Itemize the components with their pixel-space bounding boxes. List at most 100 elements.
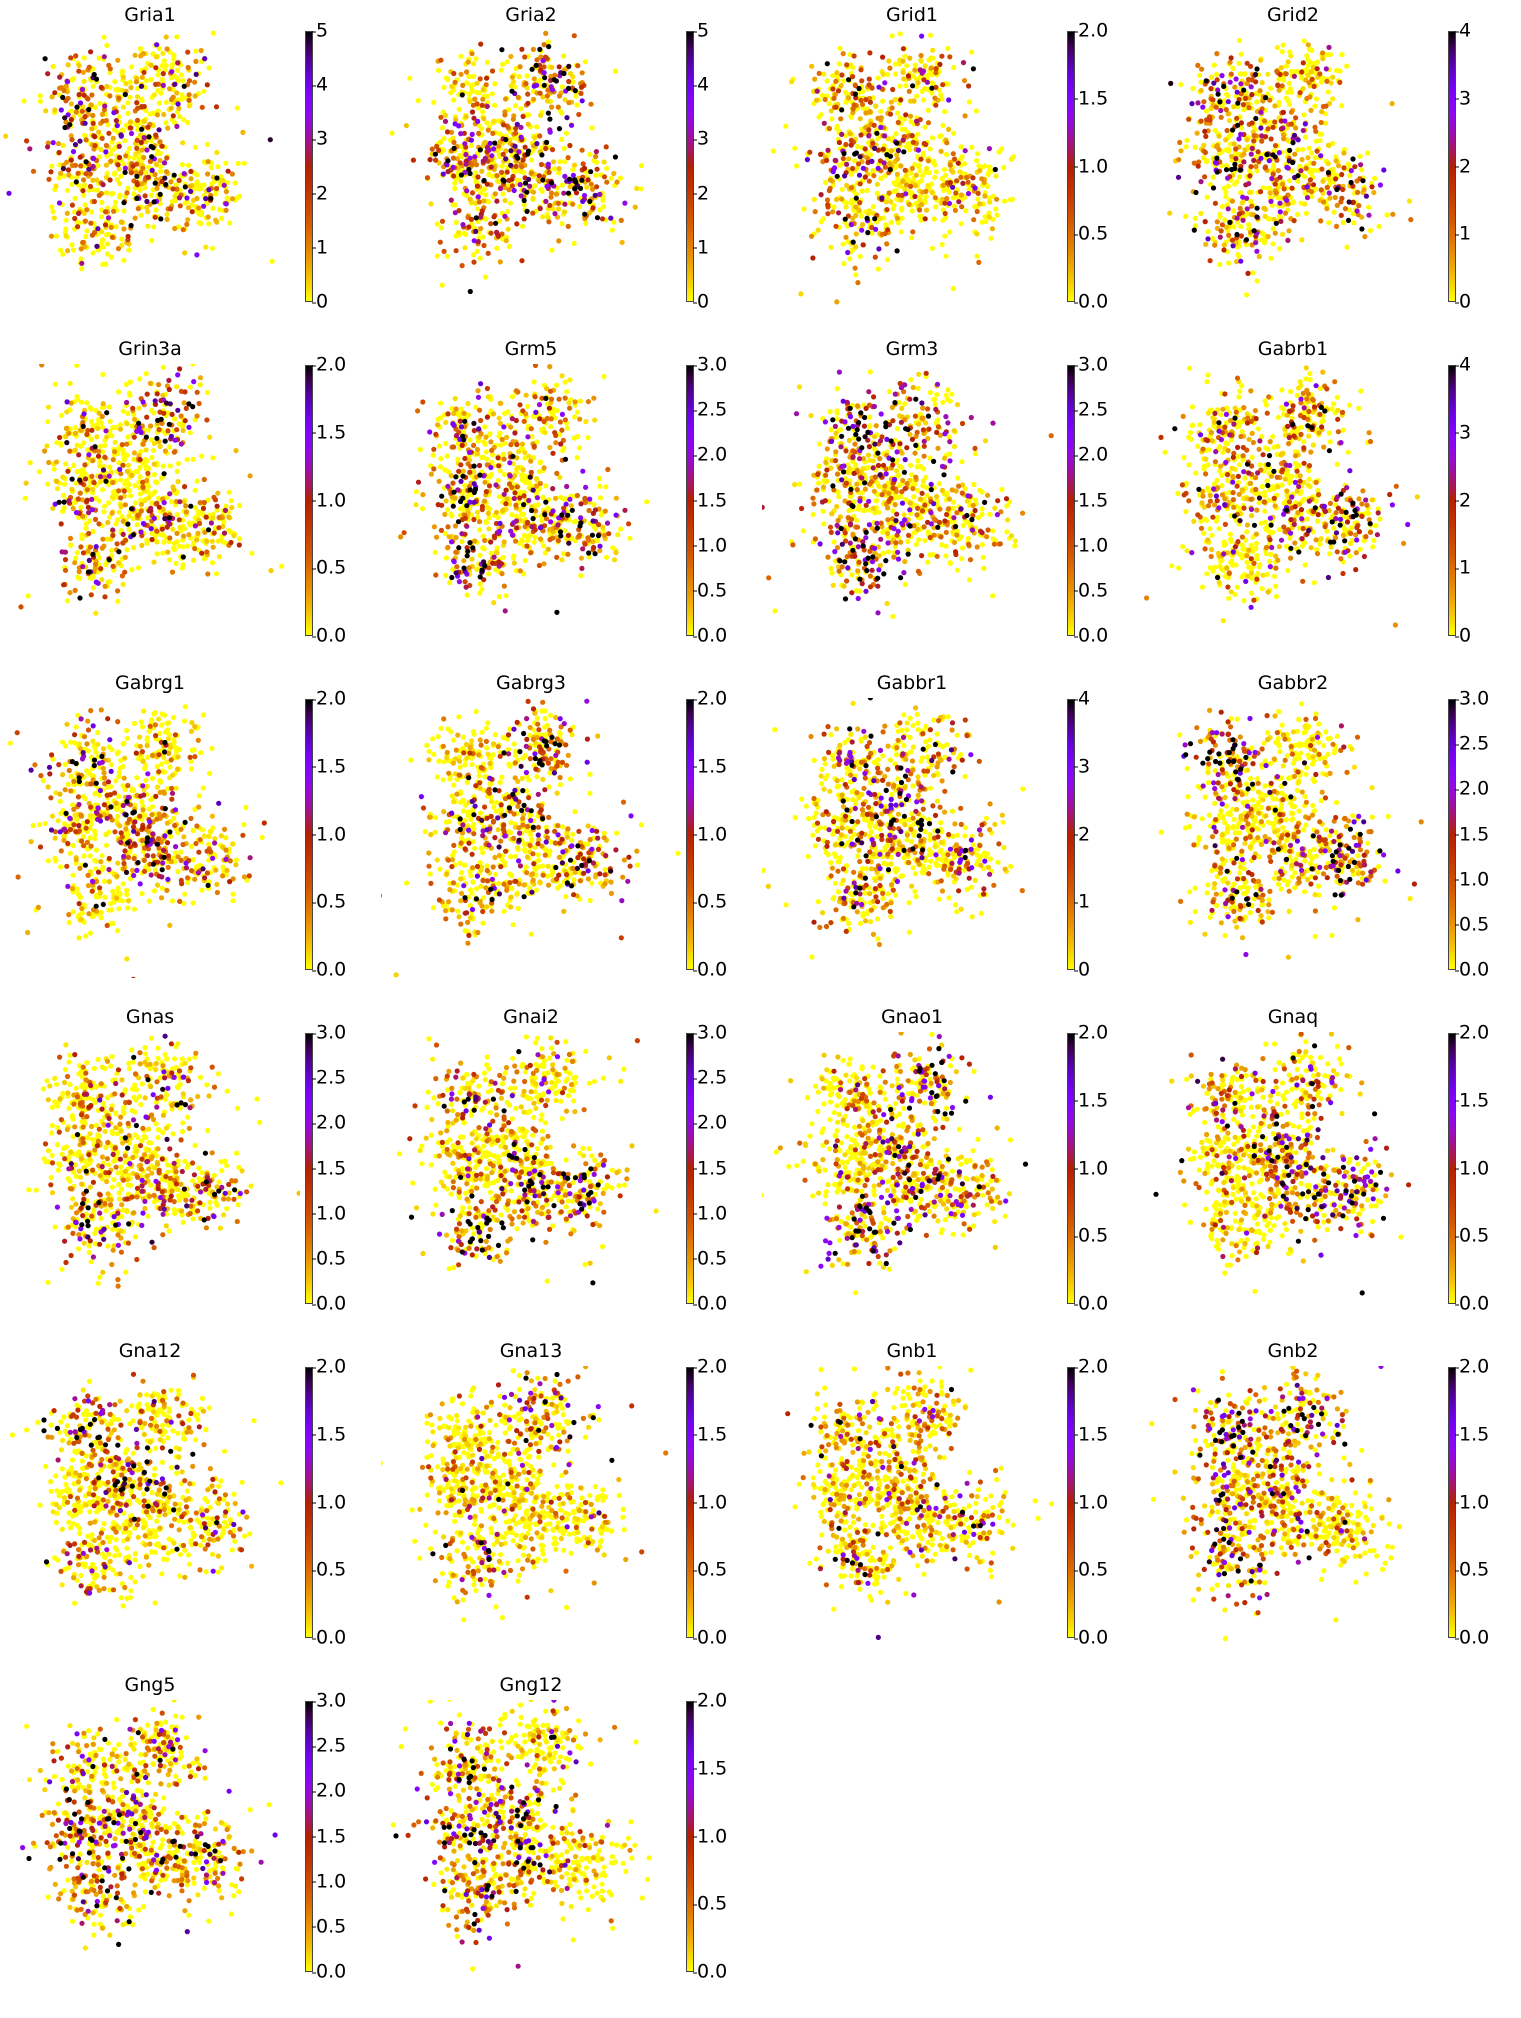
cell-point xyxy=(570,167,576,173)
cell-point xyxy=(1230,208,1237,214)
cell-point xyxy=(899,207,905,213)
cell-point xyxy=(1261,118,1268,124)
cell-point xyxy=(116,95,122,101)
cell-point xyxy=(75,170,81,176)
cell-point xyxy=(843,99,849,105)
cell-point xyxy=(853,195,859,201)
scatter-plot xyxy=(770,31,1017,305)
cell-point xyxy=(119,69,125,75)
cell-point xyxy=(443,440,449,447)
cell-point xyxy=(1221,98,1227,104)
cell-point xyxy=(1282,118,1288,124)
cell-point xyxy=(167,491,173,497)
cell-point xyxy=(922,86,928,92)
cell-point xyxy=(1238,190,1244,196)
cell-point xyxy=(64,598,71,604)
cell-point xyxy=(195,509,202,515)
cell-point xyxy=(90,177,96,183)
cell-point xyxy=(151,199,157,205)
cell-point xyxy=(927,32,934,38)
cell-point xyxy=(168,96,175,103)
cell-point xyxy=(499,163,505,169)
cell-point xyxy=(407,75,413,81)
cell-point xyxy=(852,91,858,97)
cell-point xyxy=(68,157,74,163)
cell-point xyxy=(807,149,813,155)
cell-point xyxy=(1258,121,1264,127)
cell-point xyxy=(922,63,928,69)
cell-point xyxy=(208,195,214,202)
cell-point xyxy=(834,123,840,129)
cell-point xyxy=(841,150,847,157)
cell-point xyxy=(247,473,253,479)
cell-point xyxy=(187,430,193,436)
cell-point xyxy=(850,110,856,116)
cell-point xyxy=(149,536,155,543)
cell-point xyxy=(110,191,116,197)
cell-point xyxy=(937,61,943,67)
cell-point xyxy=(110,527,116,533)
cell-point xyxy=(472,154,478,160)
cell-point xyxy=(138,181,144,187)
cell-point xyxy=(954,178,960,184)
cell-point xyxy=(513,125,519,132)
cell-point xyxy=(976,259,982,265)
cell-point xyxy=(914,93,920,99)
cell-point xyxy=(1268,119,1274,125)
cell-point xyxy=(1219,73,1225,79)
cell-point xyxy=(833,196,840,203)
cell-point xyxy=(66,172,72,178)
cell-point xyxy=(1275,195,1281,201)
cell-point xyxy=(617,175,624,181)
cell-point xyxy=(942,200,948,206)
cell-point xyxy=(164,216,170,222)
cell-point xyxy=(117,426,123,432)
cell-point xyxy=(974,208,980,215)
cell-point xyxy=(509,512,515,518)
cell-point xyxy=(1318,79,1324,85)
cell-point xyxy=(201,88,207,94)
cell-point xyxy=(889,135,895,141)
cell-point xyxy=(1277,174,1283,180)
cell-point xyxy=(121,161,127,167)
cell-point xyxy=(100,182,106,188)
cell-point xyxy=(848,142,854,148)
cell-point xyxy=(157,139,163,145)
colorbar-tick-label: 0 xyxy=(692,292,709,312)
cell-point xyxy=(122,138,128,144)
cell-point xyxy=(578,84,585,90)
cell-point xyxy=(90,155,97,162)
cell-point xyxy=(938,92,944,98)
cell-point xyxy=(105,251,111,257)
cell-point xyxy=(442,467,448,473)
cell-point xyxy=(154,528,160,534)
cell-point xyxy=(73,480,79,486)
cell-point xyxy=(106,473,112,479)
cell-point xyxy=(436,147,442,153)
cell-point xyxy=(1318,153,1324,159)
cell-point xyxy=(866,178,872,184)
cell-point xyxy=(895,110,901,116)
cell-point xyxy=(1366,212,1372,218)
cell-point xyxy=(232,180,238,186)
cell-point xyxy=(562,379,568,385)
cell-point xyxy=(811,196,817,202)
cell-point xyxy=(177,203,183,209)
cell-point xyxy=(1281,136,1287,142)
cell-point xyxy=(1312,124,1318,130)
cell-point xyxy=(909,235,915,241)
cell-point xyxy=(482,424,488,430)
cell-point xyxy=(1311,83,1317,89)
cell-point xyxy=(99,135,105,141)
cell-point xyxy=(128,170,134,176)
cell-point xyxy=(1310,182,1317,188)
cell-point xyxy=(164,400,170,406)
cell-point xyxy=(1355,189,1361,195)
cell-point xyxy=(1198,210,1204,216)
cell-point xyxy=(561,53,567,59)
cell-point xyxy=(445,158,451,164)
cell-point xyxy=(1389,101,1395,107)
cell-point xyxy=(413,502,419,508)
cell-point xyxy=(589,125,595,131)
cell-point xyxy=(865,211,871,217)
